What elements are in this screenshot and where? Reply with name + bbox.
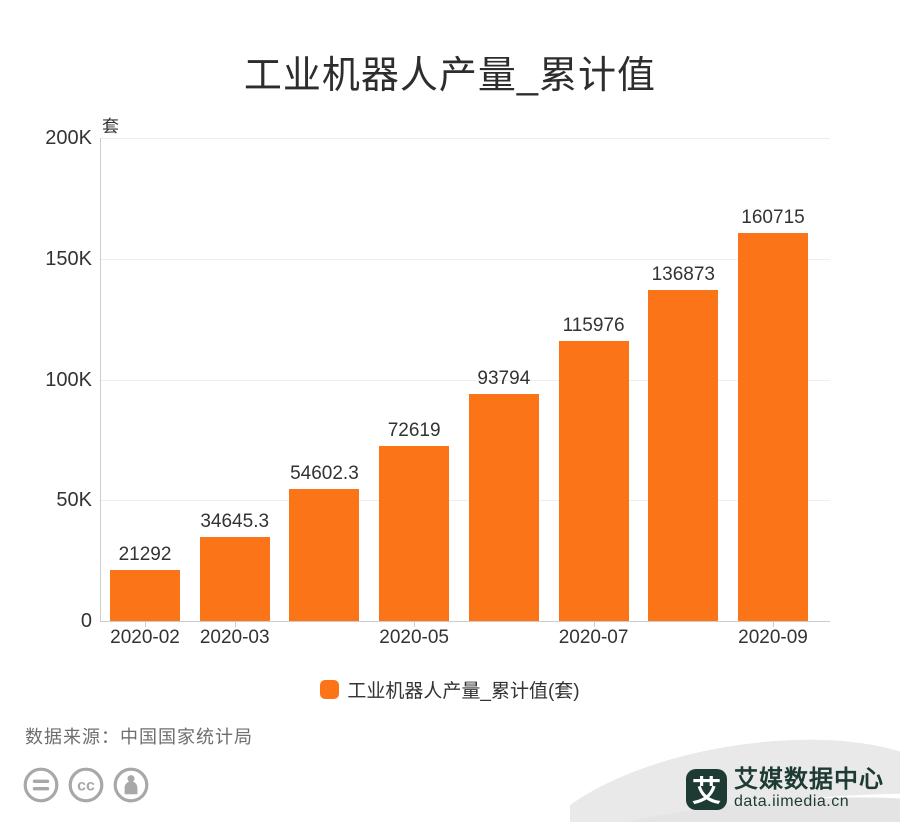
brand-domain: data.iimedia.cn <box>734 793 850 810</box>
gridline-150K <box>100 258 830 260</box>
svg-text:cc: cc <box>77 778 95 795</box>
bar-2020-09[interactable] <box>738 232 808 621</box>
y-axis-label-50K: 50K <box>56 489 92 512</box>
y-axis-label-150K: 150K <box>45 247 92 270</box>
brand-logo-link[interactable]: 艾 艾媒数据中心 data.iimedia.cn <box>686 768 884 810</box>
bar-2020-07[interactable] <box>558 340 629 621</box>
bar-2020-05[interactable] <box>379 445 450 621</box>
license-icons: cc <box>22 766 150 804</box>
bar-value-2020-08: 136873 <box>651 264 715 286</box>
bar-2020-02[interactable] <box>110 569 180 621</box>
x-axis-label-2020-09: 2020-09 <box>738 627 808 648</box>
x-tick-2020-07 <box>593 622 595 627</box>
x-tick-2020-02 <box>145 622 146 627</box>
chart-title: 工业机器人产量_累计值 <box>243 55 657 97</box>
y-axis-label-100K: 100K <box>45 368 92 391</box>
x-tick-2020-03 <box>234 622 236 627</box>
bar-value-2020-04: 54602.3 <box>290 463 359 485</box>
x-tick-2020-09 <box>773 622 774 627</box>
bar-2020-06[interactable] <box>468 394 539 621</box>
brand-area: 艾 艾媒数据中心 data.iimedia.cn <box>570 697 900 822</box>
gridline-50K <box>100 500 830 502</box>
bar-2020-08[interactable] <box>648 290 719 621</box>
bar-2020-04[interactable] <box>289 489 360 621</box>
data-source-text: 数据来源：中国国家统计局 <box>25 727 253 747</box>
legend-label: 工业机器人产量_累计值(套) <box>347 681 580 702</box>
attribution-person-icon <box>113 767 149 803</box>
brand-name: 艾媒数据中心 <box>734 766 884 793</box>
cc-icon: cc <box>68 767 104 803</box>
iimedia-logo-icon: 艾 <box>686 768 727 810</box>
y-axis-unit-label: 套 <box>102 117 119 136</box>
y-axis-label-200K: 200K <box>45 127 92 149</box>
legend-item[interactable]: 工业机器人产量_累计值(套) <box>0 676 900 703</box>
x-axis-label-2020-03: 2020-03 <box>199 627 270 648</box>
bar-value-2020-03: 34645.3 <box>200 511 270 533</box>
gridline-100K <box>100 379 830 381</box>
bar-2020-03[interactable] <box>199 537 270 621</box>
x-tick-2020-05 <box>414 622 416 627</box>
y-axis-label-0: 0 <box>80 610 92 632</box>
bar-value-2020-09: 160715 <box>741 206 805 228</box>
x-axis-label-2020-02: 2020-02 <box>110 627 180 648</box>
bar-value-2020-02: 21292 <box>118 543 172 565</box>
x-axis-label-2020-05: 2020-05 <box>379 627 449 648</box>
gridline-200K <box>100 138 830 139</box>
bar-value-2020-06: 93794 <box>477 368 531 390</box>
x-axis-label-2020-07: 2020-07 <box>558 627 629 648</box>
x-axis-line <box>100 621 830 622</box>
bar-value-2020-05: 72619 <box>387 419 441 441</box>
equals-icon <box>23 767 59 803</box>
legend-marker <box>320 680 340 699</box>
y-axis-line <box>100 138 101 621</box>
bar-value-2020-07: 115976 <box>562 314 625 336</box>
